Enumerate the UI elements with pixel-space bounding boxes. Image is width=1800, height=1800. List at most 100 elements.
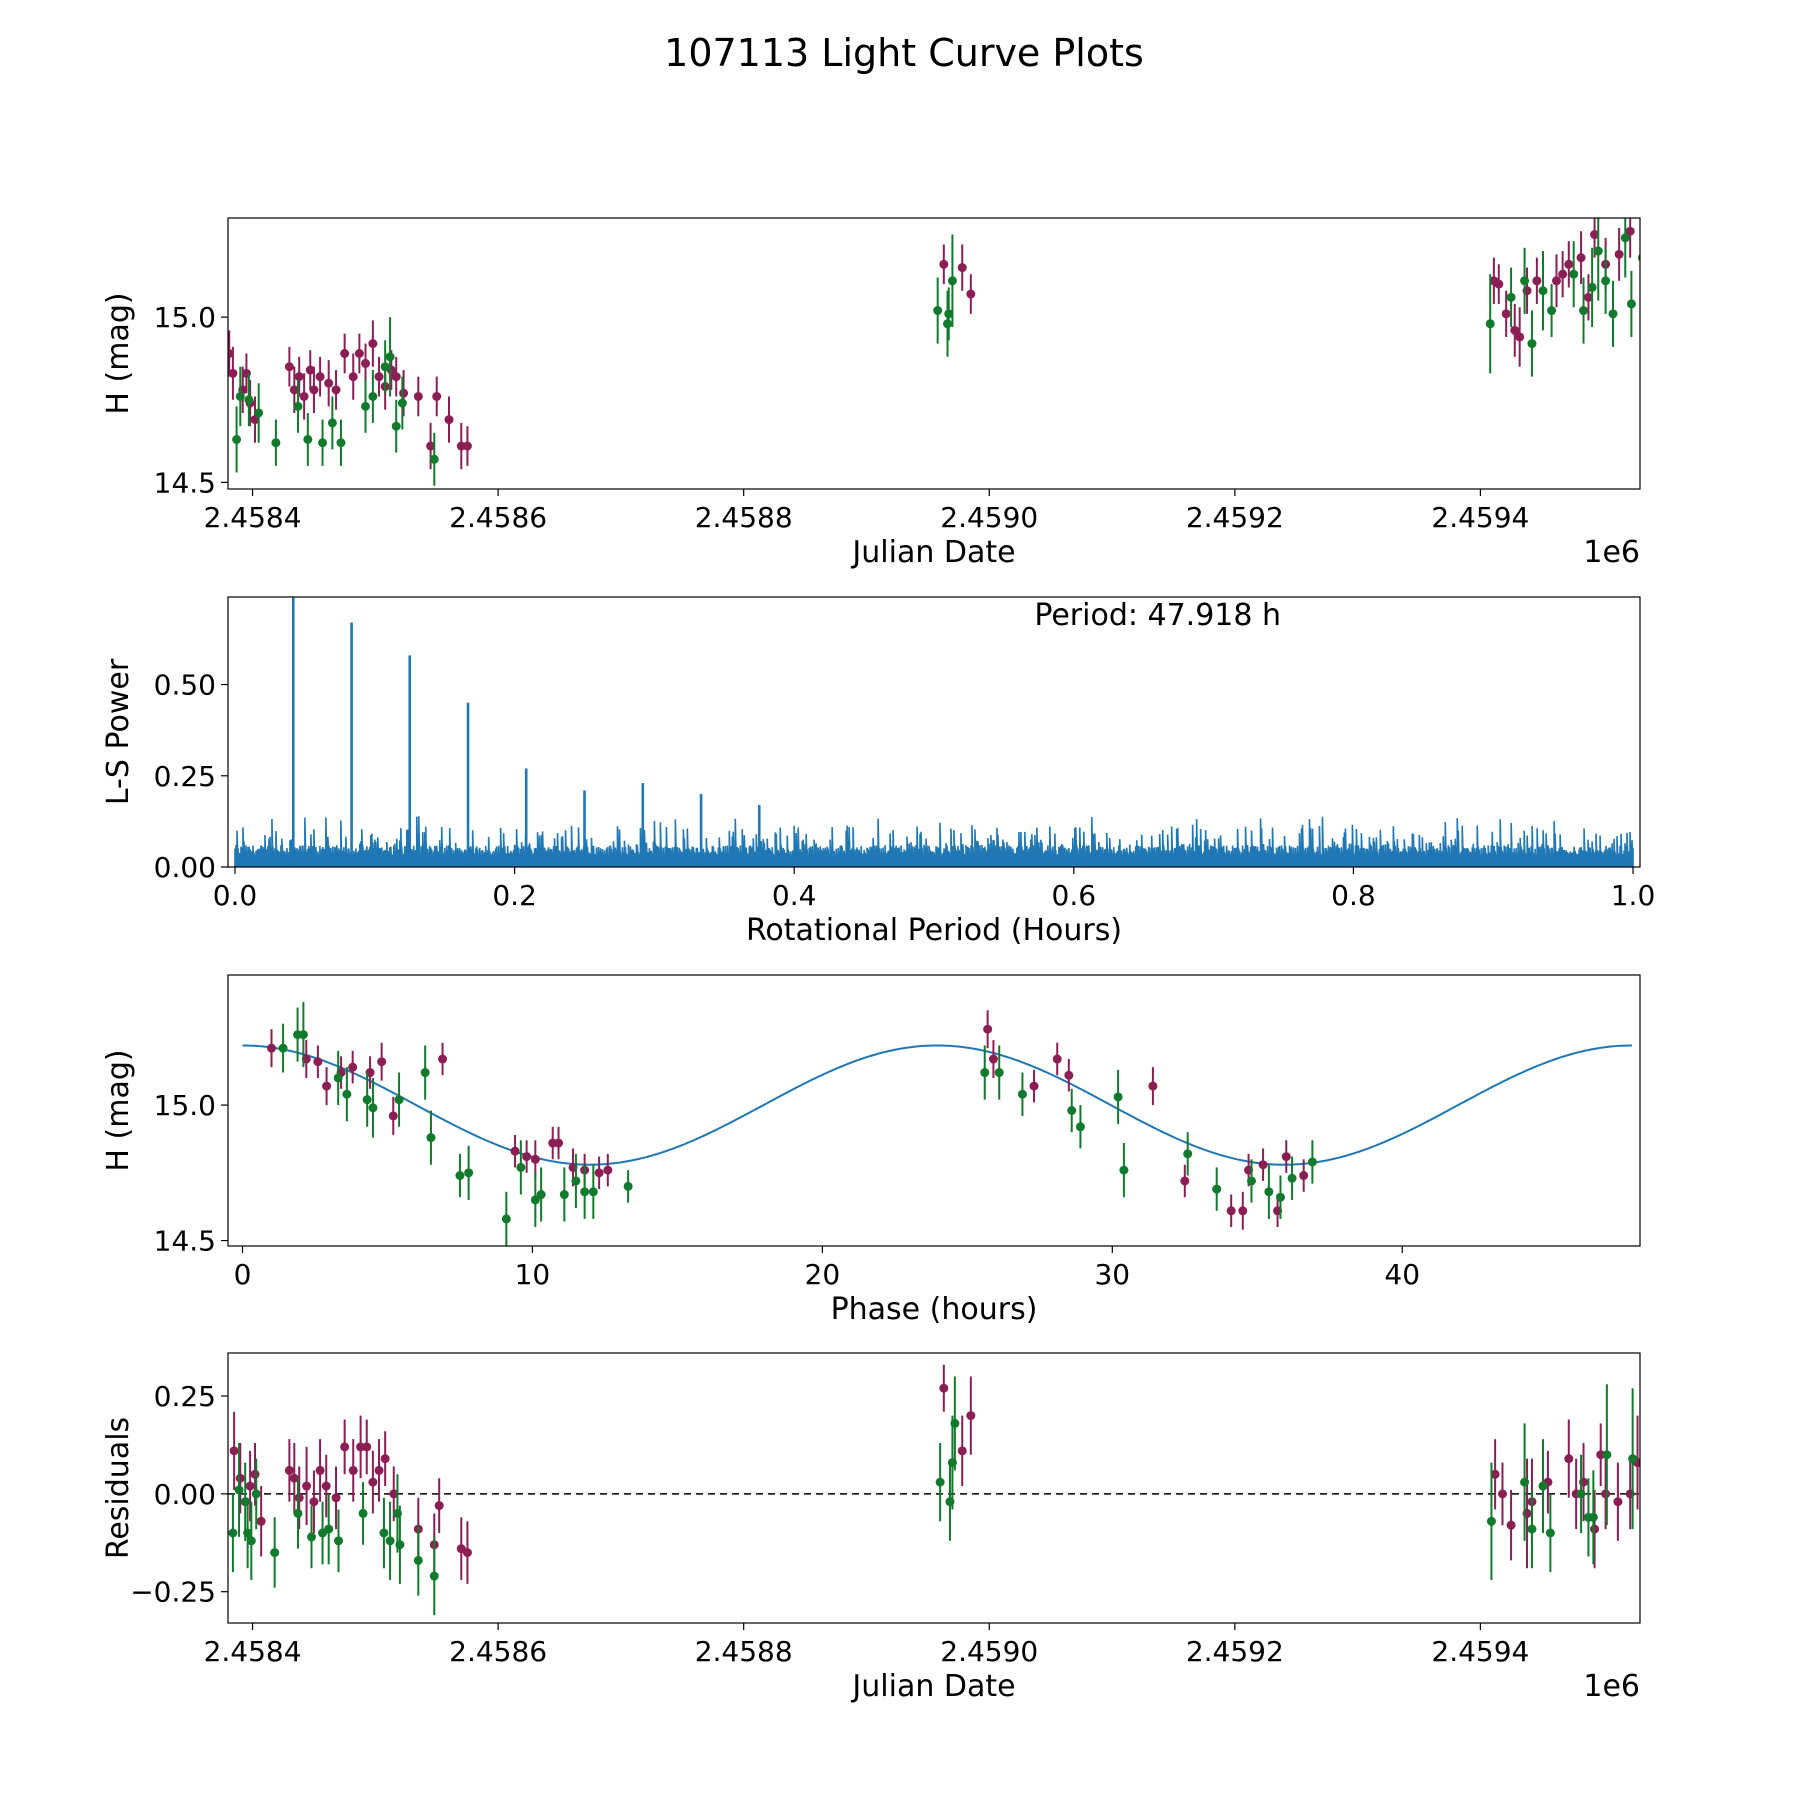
lightcurve-xtick-label: 2.4592 <box>1186 501 1284 534</box>
lightcurve-point-band_b <box>1601 276 1611 286</box>
residuals-point-band_b <box>395 1540 405 1550</box>
residuals-xtick-label: 2.4590 <box>940 1635 1038 1668</box>
residuals-point-band_a <box>1590 1524 1600 1534</box>
phased-point-band_b <box>571 1176 581 1186</box>
phased-point-band_b <box>1113 1092 1123 1102</box>
lightcurve-xtick-label: 2.4594 <box>1431 501 1529 534</box>
phased-point-band_b <box>455 1171 465 1181</box>
lightcurve-point-band_a <box>340 349 350 358</box>
lightcurve-point-band_b <box>361 401 371 411</box>
phased-ylabel: H (mag) <box>101 1049 136 1171</box>
periodogram-xtick-label: 0.2 <box>492 879 537 912</box>
residuals-point-band_a <box>250 1469 260 1479</box>
phased-xtick-label: 40 <box>1384 1258 1420 1291</box>
lightcurve-point-band_b <box>1547 306 1557 316</box>
lightcurve-point-band_a <box>289 385 299 395</box>
residuals-point-band_b <box>429 1571 439 1581</box>
lightcurve-point-band_b <box>303 434 313 444</box>
lightcurve-point-band_b <box>1620 233 1630 243</box>
lightcurve-point-band_a <box>399 388 409 398</box>
residuals-point-band_a <box>362 1442 372 1452</box>
phased-point-band_b <box>1212 1184 1222 1194</box>
lightcurve-point-band_a <box>315 372 325 382</box>
phased-point-band_b <box>333 1073 343 1083</box>
lightcurve-point-band_b <box>271 438 281 448</box>
phased-xtick-label: 10 <box>515 1258 551 1291</box>
residuals-x-offset: 1e6 <box>1583 1669 1640 1704</box>
phased-xlabel: Phase (hours) <box>831 1292 1038 1327</box>
residuals-point-band_a <box>374 1465 384 1475</box>
periodogram-xtick-label: 0.0 <box>213 879 258 912</box>
lightcurve-point-band_b <box>1608 309 1618 319</box>
phased-point-band_b <box>1246 1176 1256 1186</box>
phased-point-band_b <box>394 1095 404 1105</box>
residuals-point-band_a <box>1490 1469 1500 1479</box>
phased-point-band_a <box>1029 1081 1039 1091</box>
residuals-ytick-label: −0.25 <box>130 1576 216 1609</box>
lightcurve-point-band_b <box>232 434 242 444</box>
residuals-point-band_b <box>324 1524 334 1534</box>
residuals-axes-frame <box>227 1352 1641 1624</box>
residuals-point-band_b <box>251 1489 261 1499</box>
phased-point-band_a <box>1258 1160 1268 1170</box>
lightcurve-point-band_b <box>336 438 346 448</box>
residuals-point-band_b <box>293 1508 303 1518</box>
residuals-point-band_b <box>379 1528 389 1538</box>
residuals-point-band_a <box>1601 1489 1611 1499</box>
lightcurve-xtick-label: 2.4584 <box>204 501 302 534</box>
phased-point-band_a <box>510 1146 520 1156</box>
residuals-point-band_a <box>256 1516 266 1526</box>
phased-point-band_b <box>1307 1157 1317 1167</box>
lightcurve-point-band_b <box>1643 233 1652 242</box>
residuals-point-band_a <box>294 1493 304 1503</box>
residuals-point-band_a <box>1497 1489 1507 1499</box>
lightcurve-point-band_b <box>1520 276 1530 286</box>
phased-point-band_b <box>298 1030 308 1040</box>
lightcurve-axes-frame <box>227 217 1641 490</box>
phased-ytick-label: 15.0 <box>154 1089 216 1122</box>
lightcurve-point-band_b <box>429 454 439 464</box>
periodogram-xtick-label: 0.8 <box>1331 879 1376 912</box>
residuals-point-band_b <box>1576 1489 1586 1499</box>
lightcurve-point-band_b <box>385 352 395 362</box>
lightcurve-point-band_a <box>1564 259 1574 269</box>
phased-point-band_a <box>1238 1206 1248 1216</box>
phased-point-band_a <box>388 1111 398 1121</box>
residuals-point-band_b <box>935 1477 945 1487</box>
periodogram-noise-line <box>234 816 1634 867</box>
phased-point-band_b <box>1119 1165 1129 1175</box>
phased-point-band_a <box>1180 1176 1190 1186</box>
lightcurve-point-band_a <box>284 362 294 372</box>
lightcurve-x-offset: 1e6 <box>1583 535 1640 570</box>
phased-point-band_a <box>438 1054 448 1064</box>
phased-point-band_b <box>501 1214 511 1224</box>
lightcurve-point-band_b <box>1593 246 1603 256</box>
lightcurve-point-band_b <box>244 395 254 405</box>
residuals-point-band_b <box>243 1528 253 1538</box>
lightcurve-point-band_a <box>966 289 976 299</box>
lightcurve-point-band_a <box>1501 309 1511 319</box>
lightcurve-point-band_a <box>309 385 319 395</box>
lightcurve-point-band_a <box>1590 230 1600 240</box>
lightcurve-point-band_b <box>944 309 954 319</box>
lightcurve-point-band_b <box>1527 339 1537 349</box>
phased-point-band_b <box>559 1190 569 1200</box>
phased-point-band_b <box>1075 1122 1085 1132</box>
lightcurve-point-band_b <box>391 421 401 431</box>
residuals-xtick-label: 2.4584 <box>204 1635 302 1668</box>
phased-point-band_a <box>1064 1070 1074 1080</box>
residuals-point-band_b <box>385 1536 395 1546</box>
periodogram-ytick-label: 0.25 <box>154 760 216 793</box>
lightcurve-point-band_b <box>235 391 245 401</box>
phased-point-band_a <box>1226 1206 1236 1216</box>
residuals-point-band_b <box>950 1418 960 1428</box>
residuals-point-band_a <box>235 1473 245 1483</box>
periodogram-xtick-label: 0.6 <box>1052 879 1097 912</box>
phased-point-band_b <box>278 1043 288 1053</box>
residuals-xtick-label: 2.4588 <box>695 1635 793 1668</box>
phased-point-band_a <box>1281 1152 1291 1162</box>
lightcurve-point-band_a <box>374 372 384 382</box>
lightcurve-xtick-label: 2.4586 <box>449 501 547 534</box>
residuals-point-band_b <box>334 1536 344 1546</box>
lightcurve-ytick-label: 15.0 <box>154 301 216 334</box>
